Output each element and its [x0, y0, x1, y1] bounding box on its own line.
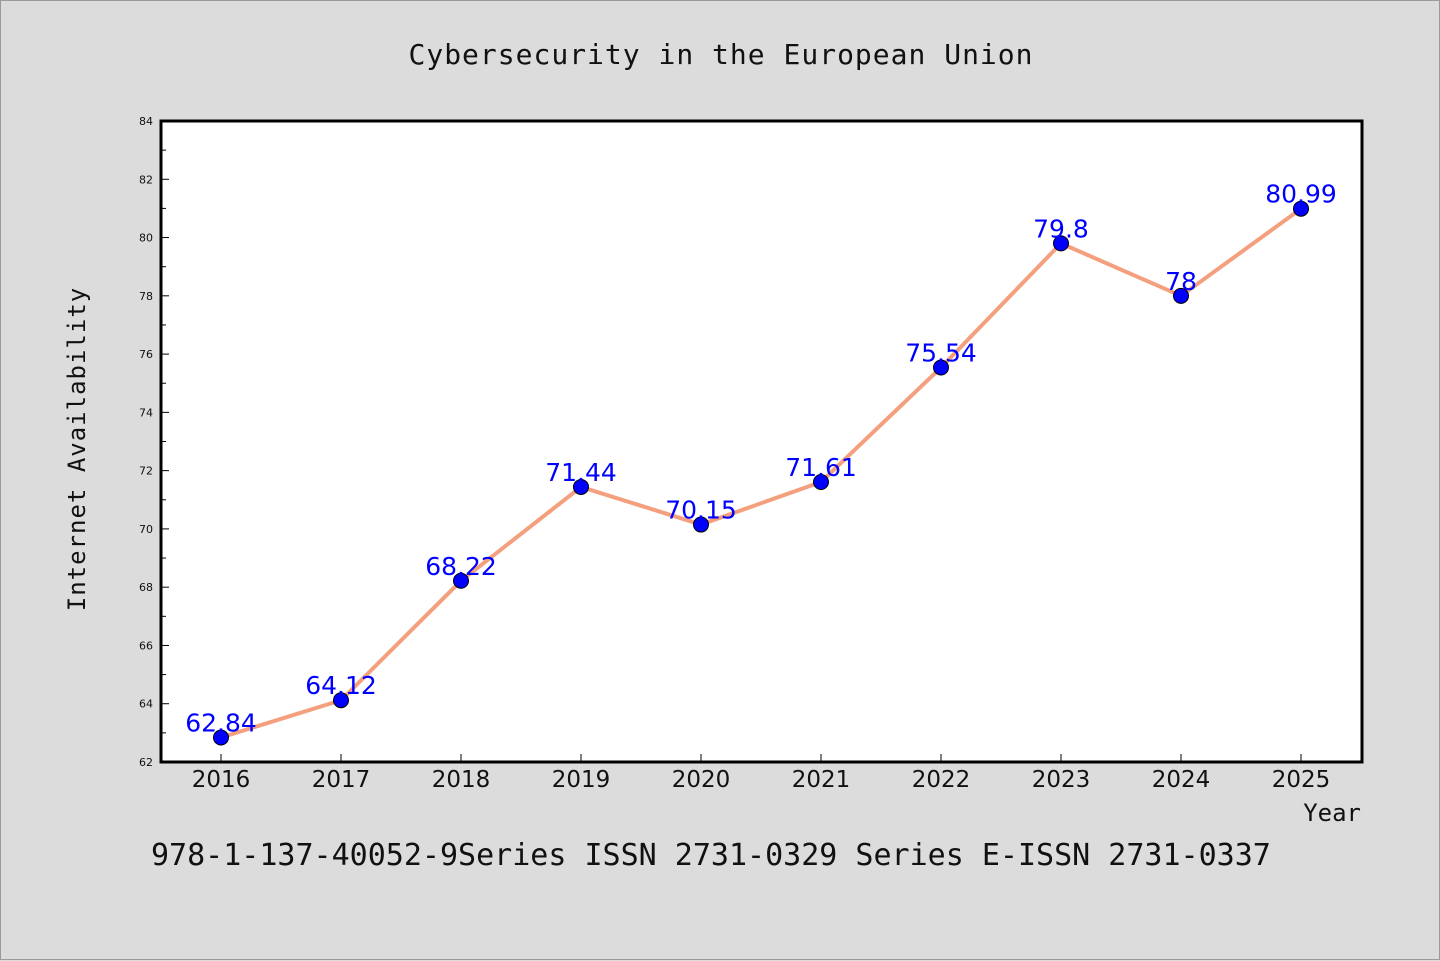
series-line — [220, 207, 1303, 740]
y-tick-label: 80 — [139, 232, 153, 245]
plot-area — [159, 119, 1364, 764]
data-label: 64.12 — [305, 671, 377, 700]
chart-title: Cybersecurity in the European Union — [408, 38, 1033, 71]
y-axis-label: Internet Availability — [63, 287, 91, 611]
data-label: 78 — [1165, 267, 1197, 296]
y-tick-label: 72 — [139, 465, 153, 478]
data-point — [1293, 200, 1309, 217]
y-tick-label: 82 — [139, 173, 153, 186]
x-tick-label: 2021 — [792, 767, 851, 793]
x-tick-label: 2016 — [192, 767, 251, 793]
x-tick-label: 2017 — [312, 767, 371, 793]
y-axis: 62 64 66 68 70 72 74 76 78 80 82 84 — [139, 115, 169, 769]
footer-text: 978-1-137-40052-9Series ISSN 2731-0329 S… — [151, 838, 1271, 873]
data-point — [933, 359, 949, 376]
data-point — [1173, 287, 1189, 304]
y-tick-label: 84 — [139, 115, 153, 128]
data-point — [213, 729, 229, 746]
y-tick-label: 62 — [139, 756, 153, 769]
x-tick-label: 2022 — [912, 767, 971, 793]
data-point — [333, 692, 349, 709]
data-label: 80.99 — [1265, 180, 1337, 209]
x-tick-label: 2023 — [1032, 767, 1091, 793]
data-label: 79.8 — [1033, 214, 1089, 243]
x-axis-label: Year — [1303, 799, 1361, 827]
x-tick-label: 2018 — [432, 767, 491, 793]
y-tick-label: 66 — [139, 639, 153, 652]
y-tick-label: 68 — [139, 581, 153, 594]
series-layer: 62.84 64.12 68.22 71.44 70.15 71.61 75.54 79.8 7… — [185, 180, 1337, 746]
data-label: 71.61 — [785, 453, 857, 482]
y-tick-label: 70 — [139, 523, 153, 536]
data-point — [573, 478, 589, 495]
data-point — [1053, 235, 1069, 252]
y-tick-label: 74 — [139, 406, 153, 419]
x-tick-label: 2020 — [672, 767, 731, 793]
data-point — [693, 516, 709, 533]
data-point — [813, 473, 829, 490]
x-tick-label: 2019 — [552, 767, 611, 793]
x-axis: 2016 2017 2018 2019 2020 2021 2022 2023 2024 2025 — [192, 754, 1331, 793]
data-label: 75.54 — [905, 338, 977, 367]
y-tick-label: 64 — [139, 698, 153, 711]
x-tick-label: 2025 — [1272, 767, 1331, 793]
data-label: 62.84 — [185, 709, 257, 738]
data-label: 68.22 — [425, 552, 497, 581]
data-label: 71.44 — [545, 458, 617, 487]
x-tick-label: 2024 — [1152, 767, 1211, 793]
y-tick-label: 76 — [139, 348, 153, 361]
data-label: 70.15 — [665, 496, 737, 525]
y-tick-label: 78 — [139, 290, 153, 303]
data-point — [453, 572, 469, 589]
